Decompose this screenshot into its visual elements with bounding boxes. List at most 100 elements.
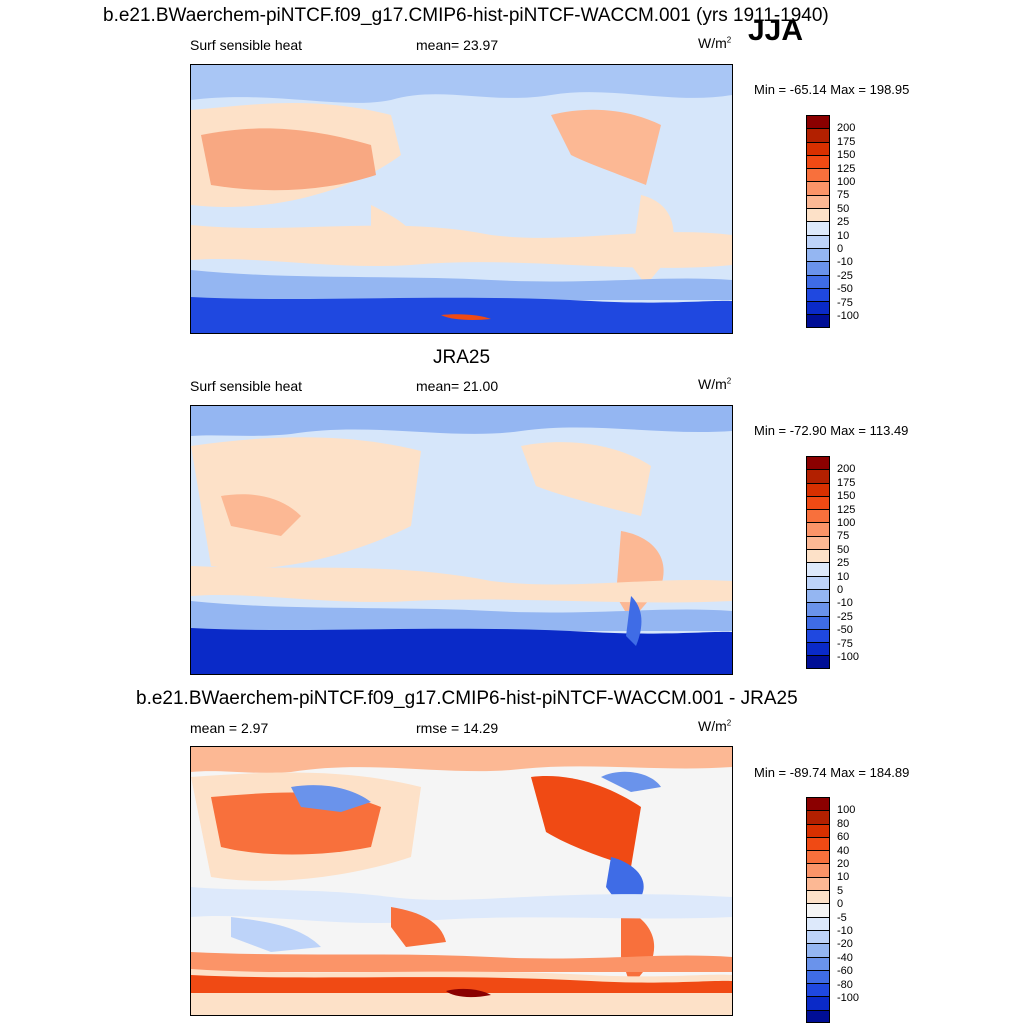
colorbar-swatch xyxy=(806,836,830,851)
colorbar-label: -100 xyxy=(837,310,860,322)
colorbar-swatch xyxy=(806,509,830,523)
panel3-colorbar xyxy=(806,797,830,1024)
panel3-minmax: Min = -89.74 Max = 184.89 xyxy=(754,765,910,780)
colorbar-label: 100 xyxy=(837,517,856,529)
colorbar-swatch xyxy=(806,628,830,643)
colorbar-swatch xyxy=(806,956,830,970)
colorbar-swatch xyxy=(806,154,830,169)
panel3-map xyxy=(190,746,733,1016)
panel2-map-svg xyxy=(191,406,732,674)
colorbar-label: -80 xyxy=(837,978,853,991)
colorbar-label: -10 xyxy=(837,256,853,269)
colorbar-swatch xyxy=(806,522,830,536)
colorbar-label: 75 xyxy=(837,530,850,543)
colorbar-label: 175 xyxy=(837,476,856,489)
panel2-colorbar xyxy=(806,456,830,669)
colorbar-swatch xyxy=(806,929,830,944)
colorbar-label: -100 xyxy=(837,651,860,663)
panel1-units: W/m2 xyxy=(698,35,732,51)
colorbar-swatch xyxy=(806,221,830,235)
colorbar-swatch xyxy=(806,588,830,603)
panel3-mean-label: mean = 2.97 xyxy=(190,720,269,736)
colorbar-label: -5 xyxy=(837,911,847,924)
colorbar-label: 150 xyxy=(837,149,856,162)
colorbar-label: -50 xyxy=(837,283,853,296)
colorbar-swatch xyxy=(806,168,830,182)
colorbar-label: -10 xyxy=(837,597,853,610)
panel2-variable-label: Surf sensible heat xyxy=(190,378,303,394)
panel1-colorbar xyxy=(806,115,830,328)
colorbar-swatch xyxy=(806,115,830,129)
colorbar-label: -50 xyxy=(837,624,853,637)
colorbar-label: 200 xyxy=(837,463,856,476)
colorbar-label: 0 xyxy=(837,898,844,911)
panel2-mean-label: mean= 21.00 xyxy=(416,378,499,394)
panel1-title: b.e21.BWaerchem-piNTCF.f09_g17.CMIP6-his… xyxy=(103,5,829,26)
colorbar-swatch xyxy=(806,208,830,222)
panel3-title: b.e21.BWaerchem-piNTCF.f09_g17.CMIP6-his… xyxy=(136,688,798,709)
colorbar-swatch xyxy=(806,642,830,656)
colorbar-label: 25 xyxy=(837,557,850,570)
colorbar-label: 150 xyxy=(837,490,856,503)
colorbar-label: 175 xyxy=(837,135,856,148)
colorbar-swatch xyxy=(806,823,830,837)
colorbar-swatch xyxy=(806,495,830,510)
colorbar-swatch xyxy=(806,943,830,957)
colorbar-swatch xyxy=(806,903,830,917)
colorbar-label: 60 xyxy=(837,831,850,844)
colorbar-swatch xyxy=(806,181,830,195)
colorbar-label: 125 xyxy=(837,162,856,175)
colorbar-label: 50 xyxy=(837,202,850,215)
colorbar-swatch xyxy=(806,549,830,563)
colorbar-swatch xyxy=(806,562,830,576)
colorbar-swatch xyxy=(806,863,830,877)
colorbar-label: 100 xyxy=(837,176,856,188)
colorbar-label: 100 xyxy=(837,804,856,817)
colorbar-label: 50 xyxy=(837,543,850,556)
colorbar-swatch xyxy=(806,1009,830,1024)
colorbar-label: 125 xyxy=(837,503,856,516)
colorbar-label: 10 xyxy=(837,871,850,884)
colorbar-swatch xyxy=(806,234,830,248)
colorbar-swatch xyxy=(806,810,830,824)
panel1-variable-label: Surf sensible heat xyxy=(190,37,303,53)
colorbar-label: -20 xyxy=(837,938,853,951)
colorbar-label: -100 xyxy=(837,992,860,1004)
colorbar-swatch xyxy=(806,128,830,142)
colorbar-swatch xyxy=(806,916,830,930)
colorbar-swatch xyxy=(806,247,830,262)
colorbar-label: -75 xyxy=(837,296,853,309)
colorbar-label: 0 xyxy=(837,584,844,596)
colorbar-swatch xyxy=(806,261,830,275)
colorbar-swatch xyxy=(806,274,830,288)
colorbar-label: -25 xyxy=(837,269,853,282)
colorbar-swatch xyxy=(806,575,830,589)
colorbar-swatch xyxy=(806,469,830,483)
colorbar-label: 25 xyxy=(837,216,850,229)
panel2-units: W/m2 xyxy=(698,376,732,392)
colorbar-swatch xyxy=(806,456,830,470)
colorbar-swatch xyxy=(806,482,830,496)
panel3-rmse-label: rmse = 14.29 xyxy=(416,720,499,736)
panel1-minmax: Min = -65.14 Max = 198.95 xyxy=(754,82,910,97)
colorbar-label: -25 xyxy=(837,610,853,623)
colorbar-swatch xyxy=(806,797,830,811)
colorbar-label: -60 xyxy=(837,965,853,978)
colorbar-swatch xyxy=(806,969,830,984)
colorbar-label: -40 xyxy=(837,951,853,964)
panel1-mean-label: mean= 23.97 xyxy=(416,37,499,53)
colorbar-label: -75 xyxy=(837,637,853,650)
panel3-map-svg xyxy=(191,747,732,1015)
colorbar-swatch xyxy=(806,615,830,629)
colorbar-swatch xyxy=(806,314,830,328)
colorbar-swatch xyxy=(806,983,830,997)
panel2-map xyxy=(190,405,733,675)
colorbar-swatch xyxy=(806,194,830,209)
colorbar-label: 80 xyxy=(837,817,850,830)
colorbar-swatch xyxy=(806,996,830,1010)
colorbar-label: 200 xyxy=(837,122,856,135)
season-label: JJA xyxy=(748,14,804,47)
colorbar-swatch xyxy=(806,301,830,315)
panel2-minmax: Min = -72.90 Max = 113.49 xyxy=(754,423,909,438)
colorbar-label: 40 xyxy=(837,844,850,857)
